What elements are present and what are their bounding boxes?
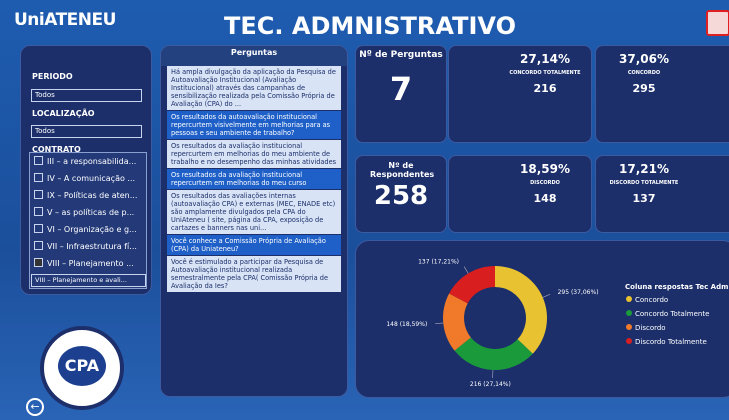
checkbox-item[interactable]: VII – Infraestrutura fí... xyxy=(30,238,146,255)
legend-label: Discordo Totalmente xyxy=(635,338,707,346)
leader-line xyxy=(542,293,551,298)
card-text: 37,06% CONCORDO 295 xyxy=(600,52,688,95)
legend-swatch xyxy=(626,310,632,316)
checkbox-label: VII – Infraestrutura fí... xyxy=(47,242,137,251)
questions-count-card: Nº de Perguntas 7 xyxy=(355,45,447,143)
checkbox xyxy=(34,190,43,199)
card-count: 137 xyxy=(632,192,656,205)
card-text: 27,14% CONCORDO TOTALMENTE 216 xyxy=(501,52,589,95)
card-text: 17,21% DISCORDO TOTALMENTE 137 xyxy=(600,162,688,205)
checkbox xyxy=(34,173,43,182)
legend-swatch xyxy=(626,338,632,344)
donut-slice xyxy=(442,293,471,351)
respondents-card: Nº de Respondentes 258 xyxy=(355,155,447,233)
checkbox xyxy=(34,207,43,216)
checkbox xyxy=(34,224,43,233)
card-percent: 18,59% xyxy=(520,162,570,176)
question-item[interactable]: Os resultados da avaliação institucional… xyxy=(167,140,341,169)
card-label: DISCORDO TOTALMENTE xyxy=(609,180,679,186)
page-title: TEC. ADMNISTRATIVO xyxy=(224,12,516,40)
questions-title: Perguntas xyxy=(161,46,347,66)
response-card: 27,14% CONCORDO TOTALMENTE 216 xyxy=(448,45,592,143)
question-item[interactable]: Os resultados da autoavaliação instituci… xyxy=(167,111,341,140)
checkbox-list: III – a responsabilida... IV – A comunica… xyxy=(29,152,147,289)
card-value: 258 xyxy=(373,181,429,211)
questions-list: Há ampla divulgação da aplicação da Pesq… xyxy=(167,66,341,293)
checkbox-item[interactable]: VIII – Planejamento ... xyxy=(30,255,146,272)
question-item[interactable]: Há ampla divulgação da aplicação da Pesq… xyxy=(167,66,341,111)
filter-label: LOCALIZAÇÃO xyxy=(32,109,95,118)
checkbox xyxy=(34,156,43,165)
logo: UniATENEU xyxy=(14,10,116,30)
filter-label: CONTRATO xyxy=(32,145,81,154)
card-value: 7 xyxy=(389,70,413,108)
dropdown[interactable]: Todos xyxy=(31,125,142,138)
card-percent: 17,21% xyxy=(619,162,669,176)
checkbox-item[interactable]: IV – A comunicação ... xyxy=(30,170,146,187)
card-percent: 27,14% xyxy=(520,52,570,66)
checkbox-label: IX – Políticas de aten... xyxy=(47,191,138,200)
card-label: DISCORDO xyxy=(530,180,560,186)
back-button[interactable]: ← xyxy=(26,398,44,416)
checkbox-label: VI – Organização e g... xyxy=(47,225,137,234)
card-label: Nº de Perguntas xyxy=(359,50,443,60)
legend-label: Discordo xyxy=(635,324,666,332)
dropdown[interactable]: VIII – Planejamento e avali... xyxy=(31,274,146,287)
questions-panel: Perguntas Há ampla divulgação da aplicaç… xyxy=(160,45,348,397)
response-card: 37,06% CONCORDO 295 xyxy=(595,45,729,143)
response-card: 17,21% DISCORDO TOTALMENTE 137 xyxy=(595,155,729,233)
checkbox-label: IV – A comunicação ... xyxy=(47,174,136,183)
legend-swatch xyxy=(626,296,632,302)
legend-title: Coluna respostas Tec Adm xyxy=(625,283,728,291)
question-item[interactable]: Você é estimulado a participar da Pesqui… xyxy=(167,256,341,293)
card-label: Nº de Respondentes xyxy=(370,161,435,179)
data-label: 148 (18,59%) xyxy=(386,321,427,328)
checkbox-label: VIII – Planejamento ... xyxy=(47,259,134,268)
card-label: CONCORDO TOTALMENTE xyxy=(509,70,581,76)
question-item[interactable]: Você conhece a Comissão Própria de Avali… xyxy=(167,235,341,256)
card-count: 216 xyxy=(533,82,557,95)
dropdown[interactable]: Todos xyxy=(31,89,142,102)
card-percent: 37,06% xyxy=(619,52,669,66)
checkbox-item[interactable]: IX – Políticas de aten... xyxy=(30,187,146,204)
card-count: 148 xyxy=(533,192,557,205)
response-card: 18,59% DISCORDO 148 xyxy=(448,155,592,233)
leader-line xyxy=(435,322,444,324)
checkbox-item[interactable]: III – a responsabilida... xyxy=(30,153,146,170)
legend-label: Concordo xyxy=(635,296,668,304)
legend-label: Concordo Totalmente xyxy=(635,310,709,318)
leader-line xyxy=(463,266,469,274)
donut-slice xyxy=(449,266,495,304)
checkbox xyxy=(34,258,43,267)
data-label: 216 (27,14%) xyxy=(470,381,511,388)
legend-swatch xyxy=(626,324,632,330)
cpa-badge: CPA xyxy=(40,326,124,410)
checkbox-label: III – a responsabilida... xyxy=(47,157,137,166)
question-item[interactable]: Os resultados da avaliação institucional… xyxy=(167,169,341,190)
donut-slice xyxy=(495,266,547,354)
checkbox-label: V – as políticas de p... xyxy=(47,208,135,217)
checkbox-item[interactable]: VI – Organização e g... xyxy=(30,221,146,238)
data-label: 137 (17,21%) xyxy=(418,258,459,265)
cpa-logo: CPA xyxy=(58,346,106,386)
card-count: 295 xyxy=(632,82,656,95)
donut-slice xyxy=(454,337,533,371)
card-label: CONCORDO xyxy=(627,70,661,76)
checkbox xyxy=(34,241,43,250)
card-text: 18,59% DISCORDO 148 xyxy=(501,162,589,205)
filter-label: PERIODO xyxy=(32,72,73,81)
checkbox-item[interactable]: V – as políticas de p... xyxy=(30,204,146,221)
question-item[interactable]: Os resultados das avaliações internas (a… xyxy=(167,190,341,235)
data-label: 295 (37,06%) xyxy=(558,289,599,296)
